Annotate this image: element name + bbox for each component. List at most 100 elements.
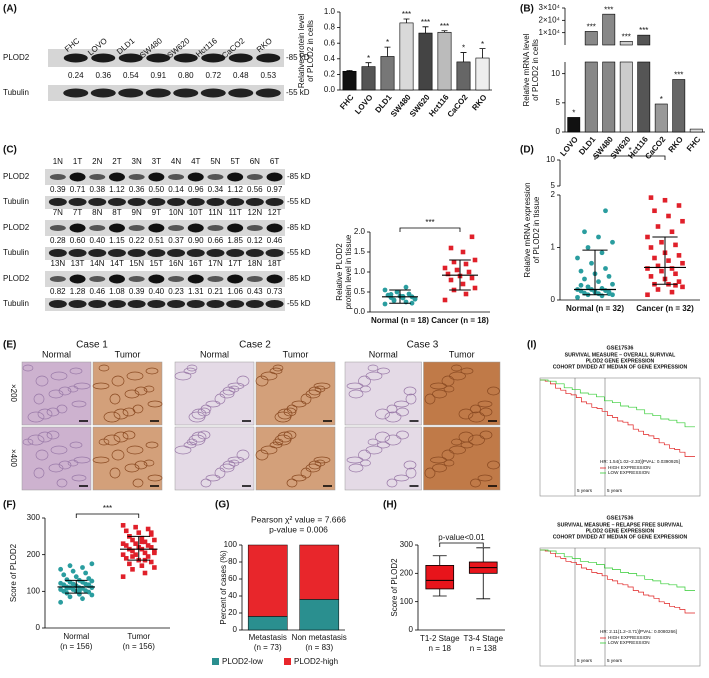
point bbox=[575, 255, 580, 261]
tissue-detail bbox=[122, 430, 136, 440]
tissue-detail bbox=[132, 478, 144, 488]
band-value: 0.40 bbox=[149, 287, 165, 296]
legend-label: PLOD2-low bbox=[222, 657, 263, 666]
lane-label: 4T bbox=[191, 157, 200, 166]
point bbox=[58, 599, 64, 605]
tissue-detail bbox=[384, 434, 402, 446]
tissue-detail bbox=[283, 430, 297, 440]
x-tick-label: Cancer (n = 18) bbox=[431, 316, 489, 325]
point bbox=[142, 550, 148, 556]
tissue-detail bbox=[260, 371, 278, 381]
bar bbox=[637, 61, 651, 133]
point bbox=[148, 545, 154, 550]
tissue-detail bbox=[188, 434, 206, 446]
tissue-detail bbox=[126, 371, 144, 381]
bar bbox=[619, 40, 633, 46]
tissue-detail bbox=[27, 434, 45, 446]
blot-band bbox=[226, 300, 245, 308]
point bbox=[645, 266, 650, 271]
point bbox=[655, 263, 661, 269]
case-title: Case 3 bbox=[407, 340, 439, 351]
blot-band bbox=[49, 276, 66, 282]
tissue-detail bbox=[449, 371, 466, 381]
plot-frame bbox=[539, 377, 701, 497]
whisker bbox=[652, 236, 678, 285]
point bbox=[648, 195, 654, 200]
blot-strip bbox=[45, 220, 285, 236]
point bbox=[645, 234, 650, 240]
point bbox=[403, 284, 409, 290]
plot-title: PLOD2 GENE EXPRESSION bbox=[586, 358, 655, 364]
whisker bbox=[127, 535, 150, 561]
blot-band bbox=[49, 225, 66, 231]
point bbox=[139, 563, 145, 568]
y-tick-label: 10 bbox=[546, 155, 555, 164]
blot-band bbox=[147, 300, 166, 308]
legend-swatch bbox=[284, 658, 291, 665]
band-value: 0.43 bbox=[247, 287, 263, 296]
lane-label: 9N bbox=[132, 208, 142, 217]
blot-band bbox=[266, 172, 283, 182]
point bbox=[442, 265, 448, 271]
blot-band bbox=[48, 198, 67, 206]
band-value: 0.97 bbox=[267, 185, 283, 194]
blot-band bbox=[88, 198, 107, 206]
tissue-detail bbox=[470, 478, 481, 488]
tissue-detail bbox=[33, 393, 45, 405]
tissue-detail bbox=[174, 445, 192, 455]
band-value: 1.06 bbox=[227, 287, 243, 296]
tissue-detail bbox=[145, 441, 159, 449]
x-tick-label: Cancer (n = 32) bbox=[636, 304, 694, 313]
y-tick-label: 80 bbox=[228, 557, 237, 566]
band-value: 1.08 bbox=[109, 287, 125, 296]
legend-label: LOW EXPRESSION bbox=[608, 470, 650, 475]
band-value: 0.90 bbox=[188, 236, 204, 245]
point bbox=[463, 261, 469, 267]
point bbox=[662, 197, 668, 203]
marker-label: -55 kD bbox=[287, 248, 311, 257]
significance-label: *** bbox=[103, 504, 112, 513]
error-bar bbox=[384, 46, 391, 57]
significance-label: * bbox=[572, 109, 575, 118]
x-tick-label: Tumor bbox=[127, 632, 150, 641]
blot-band bbox=[206, 249, 225, 257]
point bbox=[139, 535, 145, 541]
point bbox=[73, 574, 79, 580]
band-value: 0.36 bbox=[95, 71, 111, 80]
plot-title: PLOD2 GENE EXPRESSION bbox=[586, 528, 655, 534]
band-value: 0.54 bbox=[123, 71, 139, 80]
y-tick-label: 0 bbox=[233, 625, 238, 634]
lane-label: 16T bbox=[189, 259, 203, 268]
bar bbox=[584, 31, 598, 46]
lane-label: 13N bbox=[51, 259, 66, 268]
tissue-detail bbox=[111, 375, 125, 387]
blot-band bbox=[89, 276, 106, 282]
blot-band bbox=[207, 174, 224, 180]
band-value: 0.37 bbox=[168, 236, 184, 245]
point bbox=[406, 291, 412, 297]
tissue-detail bbox=[424, 393, 436, 405]
tissue-detail bbox=[197, 430, 211, 440]
tissue-detail bbox=[37, 408, 53, 420]
error-bar bbox=[460, 52, 467, 62]
band-value: 0.48 bbox=[233, 71, 249, 80]
tissue-detail bbox=[143, 459, 155, 467]
tissue-detail bbox=[71, 474, 87, 482]
blot-band bbox=[69, 172, 86, 182]
point bbox=[578, 282, 584, 288]
blot-strip bbox=[45, 169, 285, 185]
tissue-detail bbox=[424, 467, 436, 479]
tissue-detail bbox=[403, 386, 417, 396]
survival-curve bbox=[540, 549, 695, 591]
blot-band bbox=[48, 300, 67, 308]
tissue-detail bbox=[126, 445, 144, 455]
tissue-detail bbox=[432, 389, 447, 399]
point bbox=[70, 568, 76, 574]
point bbox=[139, 539, 145, 545]
y-tick-label: 300 bbox=[27, 513, 41, 522]
tissue-detail bbox=[46, 430, 60, 440]
band-value: 0.46 bbox=[89, 287, 105, 296]
tissue-detail bbox=[48, 463, 64, 473]
control-label: Tubulin bbox=[3, 88, 29, 97]
column-label: Normal bbox=[369, 349, 398, 359]
